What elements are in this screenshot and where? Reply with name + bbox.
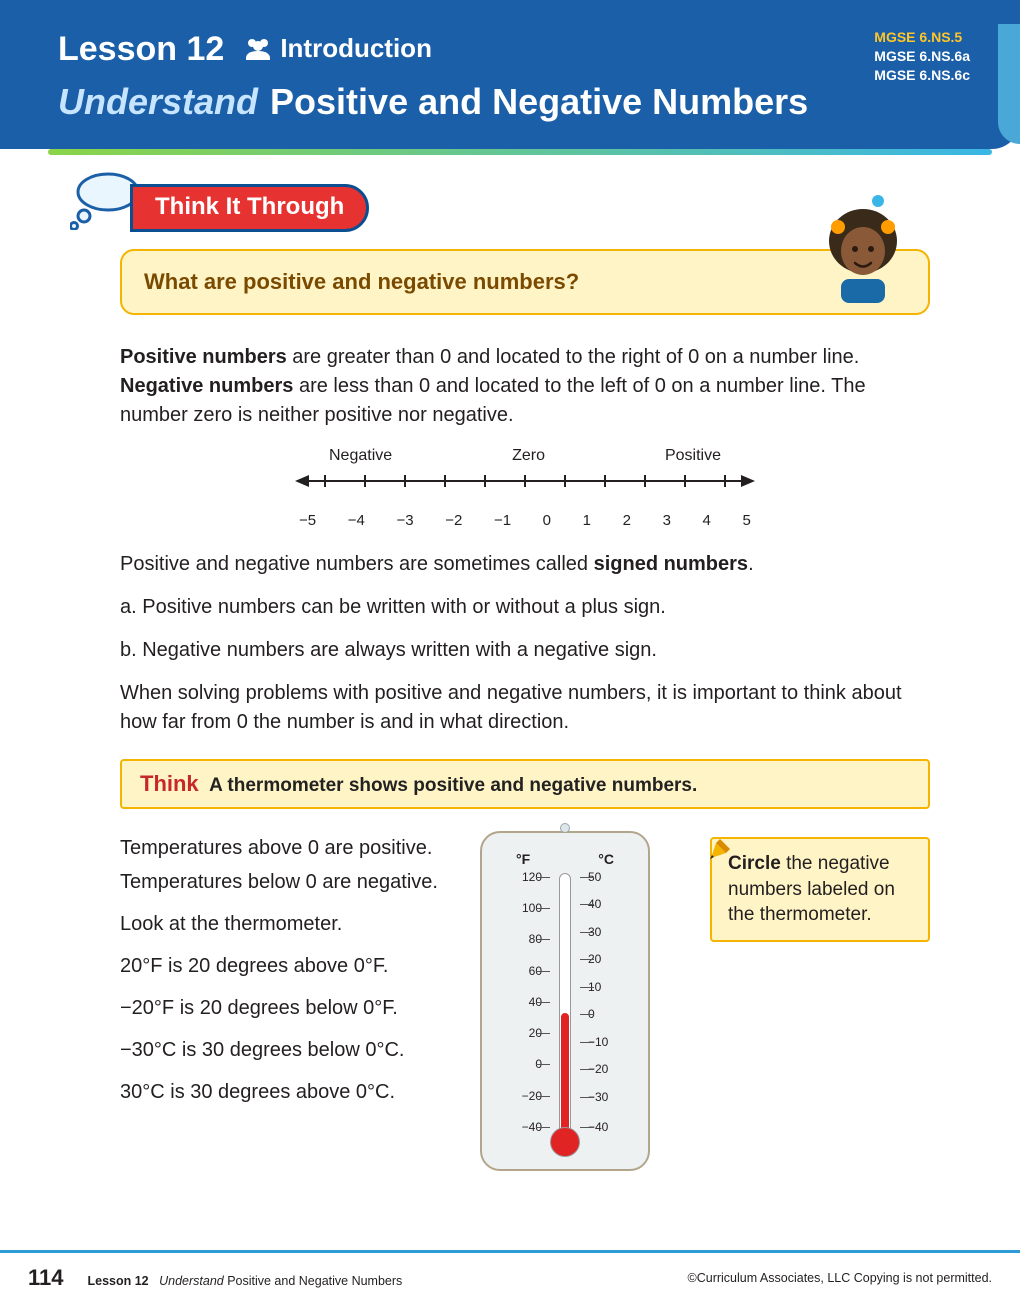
question-band: What are positive and negative numbers?	[120, 249, 930, 315]
title-rest: Positive and Negative Numbers	[270, 81, 808, 122]
therm-t1: Temperatures above 0 are positive. Tempe…	[120, 831, 450, 899]
nl-tick: 1	[583, 510, 591, 532]
lesson-number: Lesson 12	[58, 30, 224, 69]
nl-label-positive: Positive	[665, 444, 721, 467]
c-scale-label: −30	[588, 1091, 634, 1103]
student-avatar	[808, 193, 918, 303]
nl-tick: −3	[396, 510, 413, 532]
paragraph-direction: When solving problems with positive and …	[120, 679, 930, 737]
lesson-title: Understand Positive and Negative Numbers	[58, 81, 970, 123]
c-scale-label: 40	[588, 898, 634, 910]
therm-t5: −30°C is 30 degrees below 0°C.	[120, 1033, 450, 1067]
paragraph-1: Positive numbers are greater than 0 and …	[120, 343, 930, 430]
c-scale-label: −20	[588, 1063, 634, 1075]
thermometer-nub	[560, 823, 570, 833]
c-scale-label: 50	[588, 871, 634, 883]
nl-tick: −1	[494, 510, 511, 532]
term-positive: Positive numbers	[120, 346, 287, 368]
introduction-label: Introduction	[244, 33, 432, 64]
title-understand: Understand	[58, 81, 258, 122]
nl-tick: 5	[743, 510, 751, 532]
think-band: Think A thermometer shows positive and n…	[120, 759, 930, 809]
footer-title-rest: Positive and Negative Numbers	[224, 1274, 403, 1288]
think-lead: Think	[140, 771, 199, 796]
instruction-callout: Circle the negative numbers labeled on t…	[710, 837, 930, 942]
c-scale-label: 20	[588, 953, 634, 965]
nl-tick: −2	[445, 510, 462, 532]
c-scale-label: −40	[588, 1121, 634, 1133]
unit-c: °C	[598, 851, 614, 867]
introduction-text: Introduction	[280, 33, 432, 64]
nl-tick: 4	[703, 510, 711, 532]
page-footer: 114 Lesson 12 Understand Positive and Ne…	[0, 1250, 1020, 1305]
standard-item: MGSE 6.NS.6c	[874, 66, 970, 85]
term-signed: signed numbers	[594, 553, 748, 575]
section-question: What are positive and negative numbers?	[144, 269, 579, 294]
c-scale-label: −10	[588, 1036, 634, 1048]
therm-t6: 30°C is 30 degrees above 0°C.	[120, 1075, 450, 1109]
nl-tick: 3	[663, 510, 671, 532]
nl-tick: 2	[623, 510, 631, 532]
therm-t3: 20°F is 20 degrees above 0°F.	[120, 949, 450, 983]
header-accent-edge	[998, 24, 1020, 144]
list-item-a: a. Positive numbers can be written with …	[120, 593, 930, 622]
c-scale-label: 0	[588, 1008, 634, 1020]
thermometer-text: Temperatures above 0 are positive. Tempe…	[120, 831, 450, 1117]
thermometer-bulb	[550, 1127, 580, 1157]
celsius-scale: 50403020100−10−20−30−40	[588, 877, 634, 1127]
lesson-header: Lesson 12 Introduction MGSE 6.NS.5 MGSE …	[0, 0, 1020, 149]
standards-list: MGSE 6.NS.5 MGSE 6.NS.6a MGSE 6.NS.6c	[874, 28, 970, 85]
nl-tick: −4	[348, 510, 365, 532]
footer-title-italic: Understand	[159, 1274, 224, 1288]
c-scale-label: 10	[588, 981, 634, 993]
therm-t2: Look at the thermometer.	[120, 907, 450, 941]
term-negative: Negative numbers	[120, 375, 293, 397]
nl-tick: −5	[299, 510, 316, 532]
footer-copyright: ©Curriculum Associates, LLC Copying is n…	[688, 1271, 992, 1285]
standard-item: MGSE 6.NS.6a	[874, 47, 970, 66]
list-item-b: b. Negative numbers are always written w…	[120, 636, 930, 665]
paragraph-signed: Positive and negative numbers are someti…	[120, 550, 930, 579]
c-scale-label: 30	[588, 926, 634, 938]
unit-f: °F	[516, 851, 530, 867]
footer-lesson: Lesson 12	[88, 1274, 149, 1288]
think-subtitle: A thermometer shows positive and negativ…	[209, 775, 697, 796]
thermometer-tube	[559, 873, 571, 1143]
number-line-diagram: Negative Zero Positive −5 −4 −3 −2 −1 0 1 2 3 4 5	[295, 444, 755, 532]
nl-label-negative: Negative	[329, 444, 392, 467]
page-number: 114	[28, 1265, 64, 1291]
nl-tick: 0	[543, 510, 551, 532]
standard-item: MGSE 6.NS.5	[874, 28, 970, 47]
therm-t4: −20°F is 20 degrees below 0°F.	[120, 991, 450, 1025]
mercury-fill	[561, 1013, 569, 1142]
pencil-icon	[708, 831, 736, 859]
group-icon	[244, 36, 272, 60]
number-line-ticks: −5 −4 −3 −2 −1 0 1 2 3 4 5	[295, 506, 755, 532]
number-line-svg	[295, 471, 755, 497]
nl-label-zero: Zero	[512, 444, 545, 467]
thermometer-diagram: °F °C 120100806040200−20−40 50403020100−…	[480, 831, 680, 1171]
body-text: Positive numbers are greater than 0 and …	[120, 343, 930, 737]
